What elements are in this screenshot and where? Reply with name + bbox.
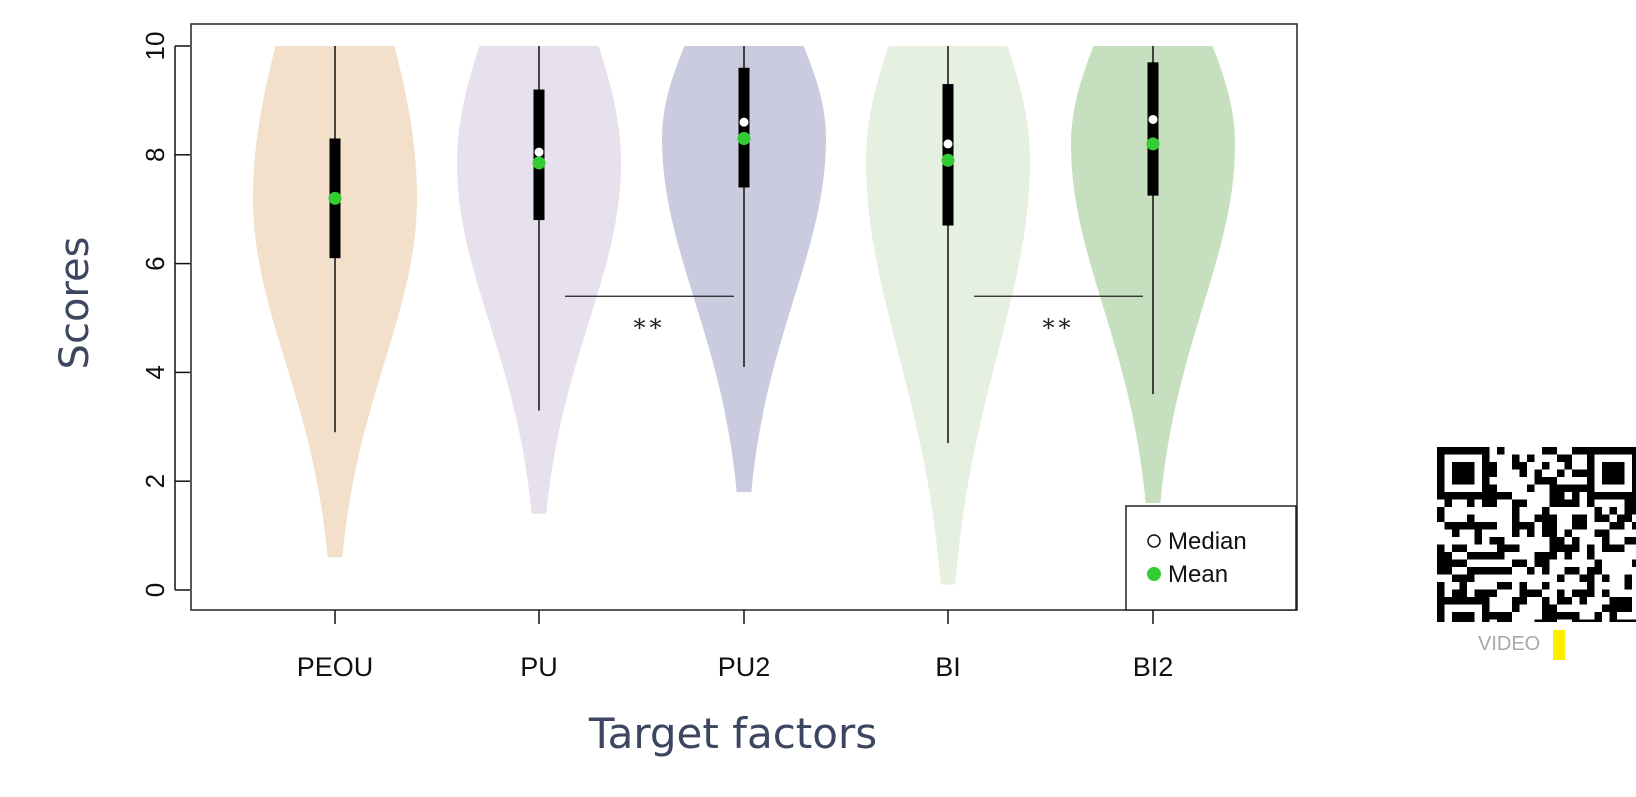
qr-code[interactable] bbox=[1437, 447, 1636, 622]
legend-mean-marker bbox=[1147, 567, 1161, 581]
x-tick-label: PU bbox=[520, 652, 558, 682]
iqr-box-pu2 bbox=[738, 67, 750, 188]
mean-point-bi2 bbox=[1146, 137, 1160, 151]
significance-layer: ** ** bbox=[565, 295, 1143, 342]
median-point-pu2 bbox=[739, 117, 749, 127]
x-tick-label: PEOU bbox=[297, 652, 374, 682]
x-tick-label: BI2 bbox=[1133, 652, 1174, 682]
significance-label: ** bbox=[1043, 314, 1075, 342]
median-point-bi bbox=[943, 139, 953, 149]
violins-layer bbox=[253, 46, 1235, 585]
legend-median-marker bbox=[1147, 534, 1161, 548]
legend-median-label: Median bbox=[1168, 528, 1247, 555]
y-axis: 0 2 4 6 8 10 bbox=[140, 32, 190, 597]
x-tick-label: BI bbox=[935, 652, 961, 682]
y-tick-label: 8 bbox=[140, 148, 170, 162]
median-point-bi2 bbox=[1148, 114, 1158, 124]
mean-point-pu2 bbox=[737, 131, 751, 145]
y-tick-label: 4 bbox=[140, 365, 170, 379]
legend: Median Mean bbox=[1125, 505, 1297, 611]
x-axis-title: Target factors bbox=[588, 709, 877, 758]
qr-code-icon bbox=[1437, 447, 1636, 622]
y-tick-label: 6 bbox=[140, 256, 170, 270]
x-axis: PEOU PU PU2 BI BI2 bbox=[297, 610, 1174, 682]
y-tick-label: 2 bbox=[140, 474, 170, 488]
mean-point-pu bbox=[532, 156, 546, 170]
y-tick-label: 0 bbox=[140, 583, 170, 597]
video-highlight-mark bbox=[1553, 630, 1565, 660]
legend-box bbox=[1125, 505, 1297, 611]
mean-point-peou bbox=[328, 191, 342, 205]
legend-mean-label: Mean bbox=[1168, 561, 1228, 588]
y-axis-title: Scores bbox=[52, 237, 98, 370]
x-tick-label: PU2 bbox=[718, 652, 771, 682]
iqr-box-bi2 bbox=[1147, 62, 1159, 196]
significance-label: ** bbox=[634, 314, 666, 342]
video-label: VIDEO bbox=[1478, 633, 1541, 655]
y-tick-label: 10 bbox=[140, 32, 170, 61]
mean-point-bi bbox=[941, 153, 955, 167]
median-point-pu bbox=[534, 147, 544, 157]
